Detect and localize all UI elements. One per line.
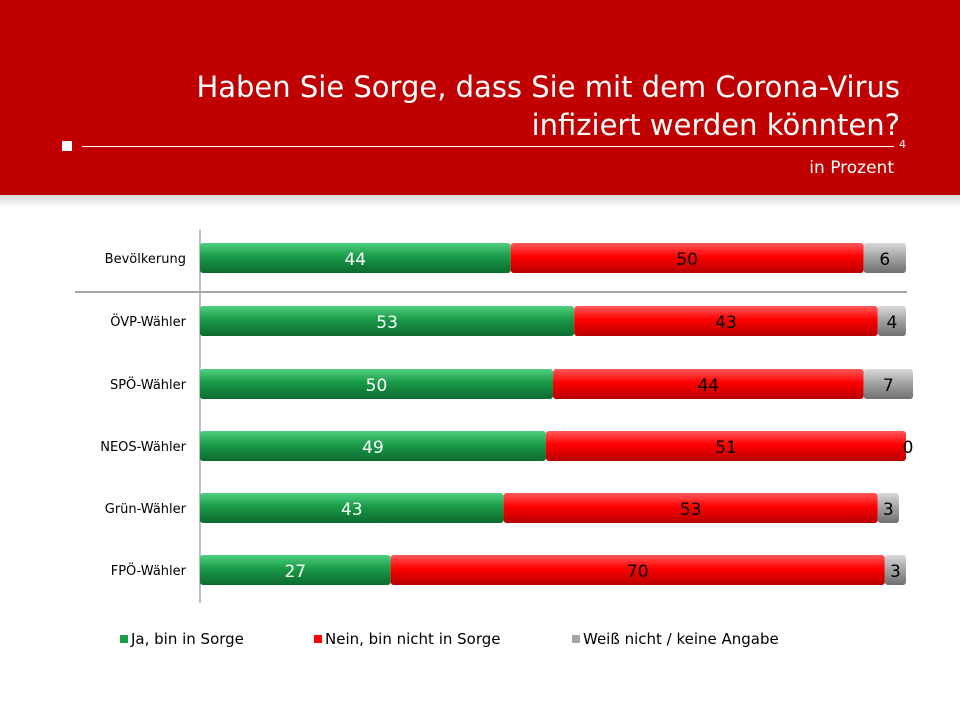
value-label-unknown: 0 [903, 438, 914, 458]
header-bullet-square [62, 141, 72, 151]
bar-no [503, 493, 878, 523]
value-label-unknown: 6 [879, 250, 890, 270]
legend-swatch-yes [120, 635, 128, 643]
bar-unknown [863, 243, 906, 273]
bar-no [390, 555, 885, 585]
chart-title-line-1: Haben Sie Sorge, dass Sie mit dem Corona… [196, 70, 900, 104]
value-label-yes: 53 [376, 313, 398, 333]
bar-yes [200, 243, 511, 273]
bar-unknown [877, 493, 899, 523]
category-label: Bevölkerung [105, 252, 186, 267]
header-band [0, 0, 960, 195]
bars [200, 243, 914, 585]
bar-yes [200, 431, 546, 461]
bar-yes [200, 306, 575, 336]
value-label-yes: 50 [366, 376, 388, 396]
bar-yes [200, 555, 391, 585]
value-label-unknown: 3 [883, 500, 894, 520]
legend: Ja, bin in Sorge Nein, bin nicht in Sorg… [120, 630, 840, 650]
bar-no [553, 369, 864, 399]
value-label-yes: 49 [362, 438, 384, 458]
value-label-no: 50 [676, 250, 698, 270]
page-number: 4 [899, 138, 906, 151]
bar-unknown [884, 555, 906, 585]
chart-title-line-2: infiziert werden könnten? [531, 108, 900, 142]
value-label-no: 43 [715, 313, 737, 333]
value-label-unknown: 7 [883, 376, 894, 396]
category-label: NEOS-Wähler [100, 440, 186, 455]
header-rule [82, 146, 894, 147]
header-shadow [0, 195, 960, 207]
category-label: ÖVP-Wähler [110, 313, 186, 330]
chart-title: Haben Sie Sorge, dass Sie mit dem Corona… [180, 68, 900, 144]
bar-no [510, 243, 864, 273]
value-label-no: 44 [697, 376, 719, 396]
category-label: SPÖ-Wähler [110, 376, 187, 393]
bar-no [574, 306, 878, 336]
legend-item-yes: Ja, bin in Sorge [120, 630, 244, 648]
value-label-yes: 27 [284, 562, 306, 582]
category-label: FPÖ-Wähler [111, 562, 187, 579]
legend-item-no: Nein, bin nicht in Sorge [314, 630, 501, 648]
legend-label-no: Nein, bin nicht in Sorge [325, 630, 501, 648]
legend-swatch-unknown [572, 635, 580, 643]
bar-unknown [877, 306, 906, 336]
value-label-yes: 43 [341, 500, 363, 520]
bar-unknown [863, 369, 914, 399]
legend-swatch-no [314, 635, 322, 643]
value-label-unknown: 4 [886, 313, 897, 333]
category-labels: Bevölkerung ÖVP-Wähler SPÖ-Wähler NEOS-Wähl… [100, 252, 186, 579]
legend-label-yes: Ja, bin in Sorge [131, 630, 244, 648]
chart-subtitle: in Prozent [809, 158, 894, 178]
value-labels: 44 50 6 53 43 4 50 44 7 49 51 0 43 53 3 27 70 3 [284, 250, 913, 582]
legend-label-unknown: Weiß nicht / keine Angabe [583, 630, 779, 648]
value-label-no: 51 [715, 438, 737, 458]
bar-yes [200, 493, 504, 523]
value-label-unknown: 3 [890, 562, 901, 582]
value-label-yes: 44 [344, 250, 366, 270]
category-label: Grün-Wähler [105, 502, 187, 517]
bar-no [545, 431, 906, 461]
value-label-no: 70 [627, 562, 649, 582]
value-label-no: 53 [680, 500, 702, 520]
bar-yes [200, 369, 553, 399]
legend-item-unknown: Weiß nicht / keine Angabe [572, 630, 779, 648]
